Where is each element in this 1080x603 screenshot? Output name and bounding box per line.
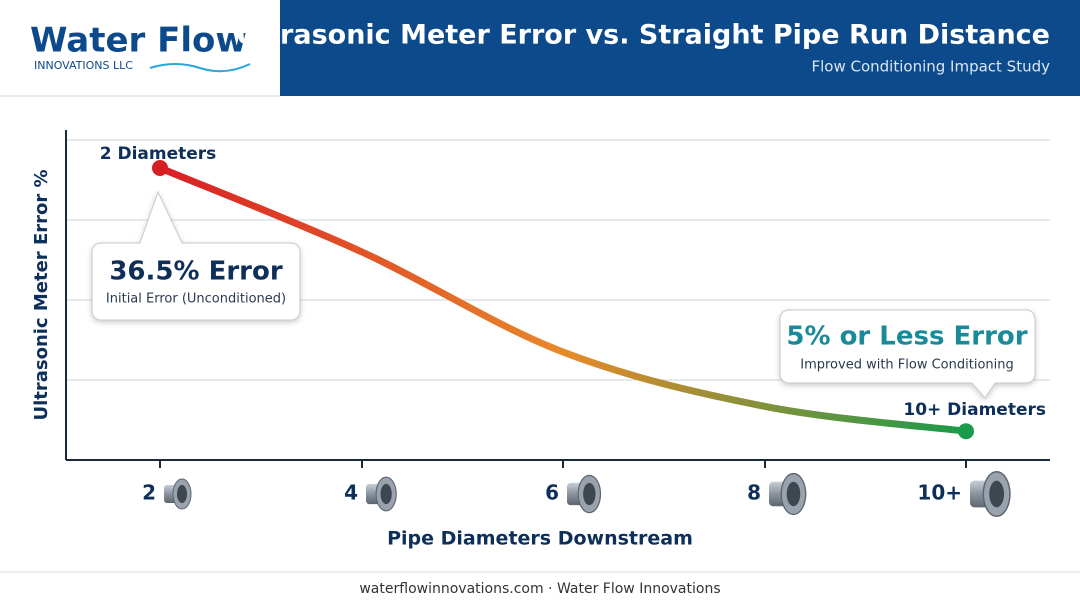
callout-end-note: Improved with Flow Conditioning (800, 358, 1014, 373)
start-label: 2 Diameters (100, 144, 217, 164)
start-point (152, 160, 168, 176)
brand-tagline: INNOVATIONS LLC (34, 59, 133, 72)
pipe-icon (366, 476, 397, 512)
pipe-bore (380, 483, 392, 505)
callout-start-note: Initial Error (Unconditioned) (106, 292, 286, 307)
callout-start (91, 190, 301, 321)
chart-subtitle: Flow Conditioning Impact Study (811, 58, 1050, 76)
pipe-icon (567, 474, 602, 514)
x-tick-label: 10+ (917, 481, 962, 505)
chart-title: Ultrasonic Meter Error vs. Straight Pipe… (236, 20, 1050, 51)
pipe-bore (989, 480, 1005, 508)
footer: waterflowinnovations.com · Water Flow In… (359, 581, 720, 597)
callout-end (779, 309, 1036, 399)
x-tick-label: 2 (142, 481, 156, 505)
logo-wave (149, 63, 251, 73)
brand-name: Water Flow (30, 21, 247, 61)
pipe-bore (786, 481, 801, 507)
pipe-icon (970, 471, 1011, 517)
series-line (156, 164, 970, 435)
pipe-icon (164, 478, 192, 510)
callout-start-title: 36.5% Error (109, 257, 283, 287)
callout-end-title: 5% or Less Error (786, 322, 1027, 352)
header-bar (280, 0, 1080, 96)
x-tick-label: 6 (545, 481, 559, 505)
end-point (958, 423, 974, 440)
x-axis-label: Pipe Diameters Downstream (387, 528, 693, 550)
pipe-icon (769, 472, 807, 516)
y-axis-label: Ultrasonic Meter Error % (31, 169, 52, 420)
x-tick-label: 8 (747, 481, 761, 505)
pipe-bore (177, 485, 187, 503)
x-tick-label: 4 (344, 481, 358, 505)
pipe-bore (583, 482, 596, 506)
end-label: 10+ Diameters (903, 400, 1046, 420)
